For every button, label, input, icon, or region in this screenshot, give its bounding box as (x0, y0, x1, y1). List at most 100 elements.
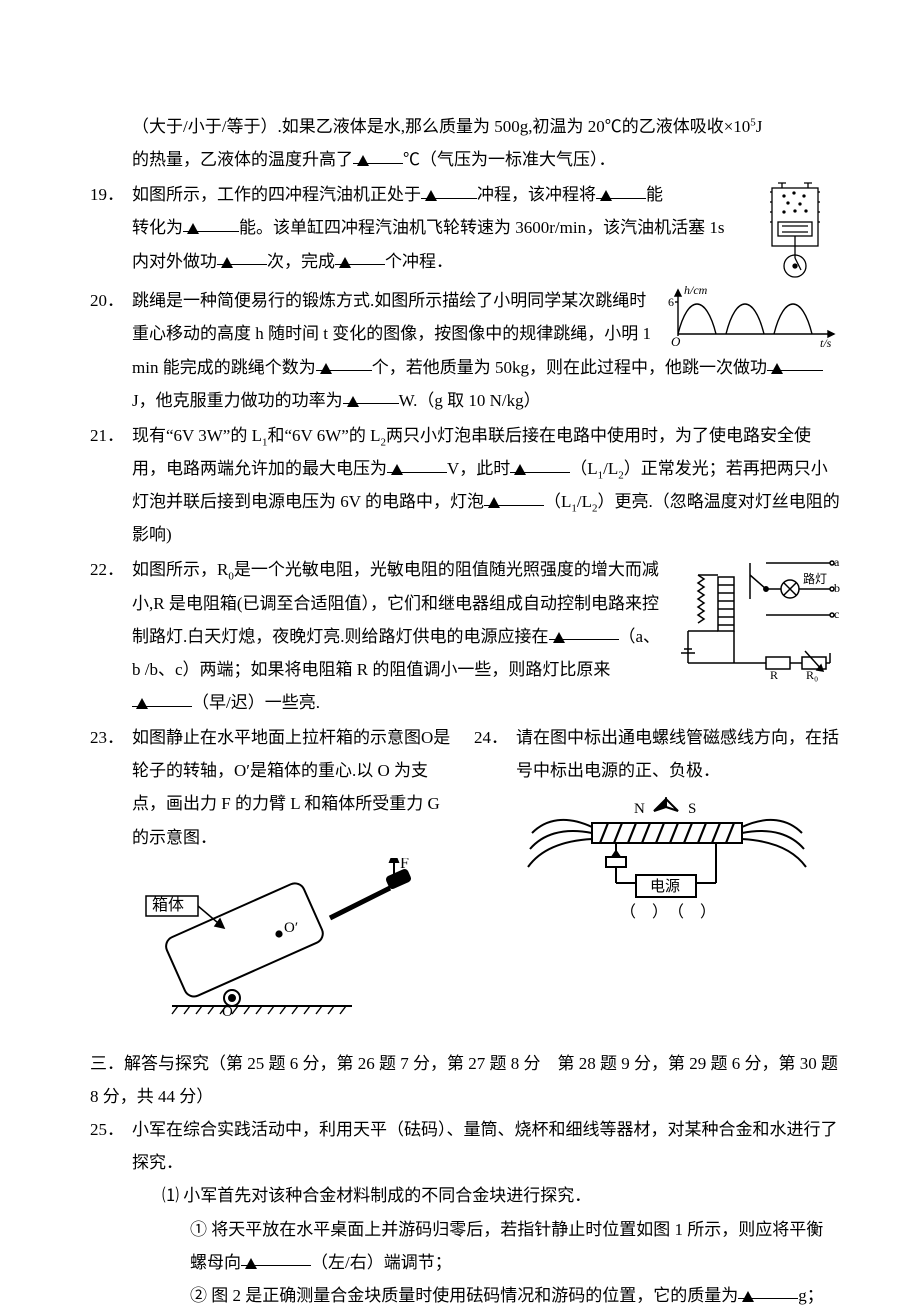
blank (421, 178, 477, 199)
luggage-diagram: F O′ O 箱体 (132, 858, 432, 1018)
question-22: 22． (90, 553, 840, 719)
q19-a: 如图所示，工作的四冲程汽油机正处于 (132, 185, 421, 204)
blank (132, 686, 192, 707)
blank (510, 452, 570, 473)
question-20: 20． 6 h/cm O t/s 跳绳是一种简便易行的锻炼方式.如图所示描绘了小… (90, 284, 840, 417)
intro-fragment: （大于/小于/等于）.如果乙液体是水,那么质量为 500g,初温为 20℃的乙液… (90, 110, 840, 176)
terminal-c: c (834, 607, 839, 621)
blank (387, 452, 447, 473)
q21-d: V，此时 (447, 459, 510, 478)
R0-label: R₀ (806, 668, 818, 682)
R-label: R (770, 668, 778, 682)
ylabel: h/cm (684, 284, 708, 297)
intro-l1: （大于/小于/等于）.如果乙液体是水,那么质量为 500g,初温为 20℃的乙液… (132, 117, 750, 136)
intro-body: （大于/小于/等于）.如果乙液体是水,那么质量为 500g,初温为 20℃的乙液… (132, 110, 840, 176)
triangle-icon (347, 396, 359, 407)
q21-a: 现有“6V 3W”的 L (132, 426, 262, 445)
q25-1: ⑴ 小军首先对该种合金材料制成的不同合金块进行探究． (162, 1186, 591, 1205)
q19-body: 如图所示，工作的四冲程汽油机正处于冲程，该冲程将能 转化为能。该单缸四冲程汽油机… (132, 178, 840, 282)
triangle-icon (221, 257, 233, 268)
lamp-label: 路灯 (803, 571, 827, 586)
q21-num: 21． (90, 419, 132, 552)
blank (767, 351, 823, 372)
q20-body: 6 h/cm O t/s 跳绳是一种简便易行的锻炼方式.如图所示描绘了小明同学某… (132, 284, 840, 417)
q21-h: （L (544, 492, 571, 511)
relay-circuit: a b c 路灯 R R₀ (670, 553, 840, 683)
q25-1-1b: （左/右）端调节； (311, 1253, 452, 1272)
blank (335, 245, 385, 266)
O-label: O (222, 1004, 233, 1018)
q23-num: 23． (90, 721, 132, 1029)
blank (183, 211, 239, 232)
question-21: 21． 现有“6V 3W”的 L1和“6V 6W”的 L2两只小灯泡串联后接在电… (90, 419, 840, 552)
polarity-parens: （ ） （ ） (620, 903, 716, 921)
triangle-icon (245, 1258, 257, 1269)
sec3-text: 三．解答与探究（第 25 题 6 分，第 26 题 7 分，第 27 题 8 分… (90, 1054, 838, 1106)
blank (738, 1279, 798, 1300)
q25-num: 25． (90, 1113, 132, 1312)
q24-a: 请在图中标出通电螺线管磁感线方向，在括号中标出电源的正、负极． (516, 728, 839, 780)
intro-l2a: 的热量，乙液体的温度升高了 (132, 150, 353, 169)
triangle-icon (553, 632, 565, 643)
blank (343, 384, 399, 405)
q19-num: 19． (90, 178, 132, 282)
q22-a: 如图所示，R (132, 560, 228, 579)
blank (316, 351, 372, 372)
q22-body: a b c 路灯 R R₀ 如图所示，R0是一个光敏电阻，光敏电阻的阻值随光照强… (132, 553, 840, 719)
blank (596, 178, 646, 199)
triangle-icon (425, 190, 437, 201)
triangle-icon (514, 464, 526, 475)
blank (217, 245, 267, 266)
q19-b: 冲程，该冲程将 (477, 185, 596, 204)
blank (353, 143, 403, 164)
intro-l2b: ℃（气压为一标准大气压）． (403, 150, 616, 169)
q24-num: 24． (474, 721, 516, 1029)
q25-sub1: ⑴ 小军首先对该种合金材料制成的不同合金块进行探究． (132, 1179, 840, 1212)
force-F-label: F (400, 858, 409, 872)
q19-f: 次，完成 (267, 252, 335, 271)
question-23: 23． 如图静止在水平地面上拉杆箱的示意图O是轮子的转轴，O′是箱体的重心.以 … (90, 721, 456, 1029)
q25-a: 小军在综合实践活动中，利用天平（砝码）、量筒、烧杯和细线等器材，对某种合金和水进… (132, 1120, 838, 1172)
q25-1-2a: ② 图 2 是正确测量合金块质量时使用砝码情况和游码的位置，它的质量为 (190, 1286, 738, 1305)
blank (484, 485, 544, 506)
N-label: N (634, 801, 645, 817)
q23-body: 如图静止在水平地面上拉杆箱的示意图O是轮子的转轴，O′是箱体的重心.以 O 为支… (132, 721, 456, 1029)
q25-sub1-2: ② 图 2 是正确测量合金块质量时使用砝码情况和游码的位置，它的质量为 g； (132, 1279, 840, 1312)
question-24: 24． 请在图中标出通电螺线管磁感线方向，在括号中标出电源的正、负极． (474, 721, 840, 1029)
q21-i: /L (577, 492, 592, 511)
q21-e: （L (570, 459, 597, 478)
triangle-icon (339, 257, 351, 268)
engine-diagram (750, 178, 840, 282)
q21-body: 现有“6V 3W”的 L1和“6V 6W”的 L2两只小灯泡串联后接在电路中使用… (132, 419, 840, 552)
q23-q24-row: 23． 如图静止在水平地面上拉杆箱的示意图O是轮子的转轴，O′是箱体的重心.以 … (90, 721, 840, 1029)
terminal-b: b (834, 581, 840, 595)
q22-num: 22． (90, 553, 132, 719)
q20-d: W.（g 取 10 N/kg） (399, 391, 541, 410)
triangle-icon (742, 1291, 754, 1302)
q21-b: 和“6V 6W”的 L (268, 426, 381, 445)
q20-b: 个，若他质量为 50kg，则在此过程中，他跳一次做功 (372, 358, 767, 377)
spacer (90, 110, 132, 176)
triangle-icon (488, 497, 500, 508)
height-time-graph: 6 h/cm O t/s (662, 284, 840, 350)
question-19: 19． (90, 178, 840, 282)
q19-d: 转化为 (132, 218, 183, 237)
origin-label: O (671, 334, 681, 349)
solenoid-diagram: N S 电源 （ ） （ ） (516, 797, 816, 947)
triangle-icon (136, 698, 148, 709)
q25-1-2b: g； (798, 1286, 824, 1305)
triangle-icon (187, 223, 199, 234)
blank (241, 1246, 311, 1267)
q25-body: 小军在综合实践活动中，利用天平（砝码）、量筒、烧杯和细线等器材，对某种合金和水进… (132, 1113, 840, 1312)
intro-tail: J (756, 117, 763, 136)
source-label: 电源 (650, 878, 680, 895)
question-25: 25． 小军在综合实践活动中，利用天平（砝码）、量筒、烧杯和细线等器材，对某种合… (90, 1113, 840, 1312)
q21-f: /L (603, 459, 618, 478)
triangle-icon (600, 190, 612, 201)
q20-c: J，他克服重力做功的功率为 (132, 391, 343, 410)
q25-sub1-1: ① 将天平放在水平桌面上并游码归零后，若指针静止时位置如图 1 所示，则应将平衡… (132, 1213, 840, 1279)
section-3-header: 三．解答与探究（第 25 题 6 分，第 26 题 7 分，第 27 题 8 分… (90, 1047, 840, 1113)
ytick-6: 6 (668, 295, 674, 309)
q19-g: 个冲程． (385, 252, 453, 271)
terminal-a: a (834, 555, 840, 569)
